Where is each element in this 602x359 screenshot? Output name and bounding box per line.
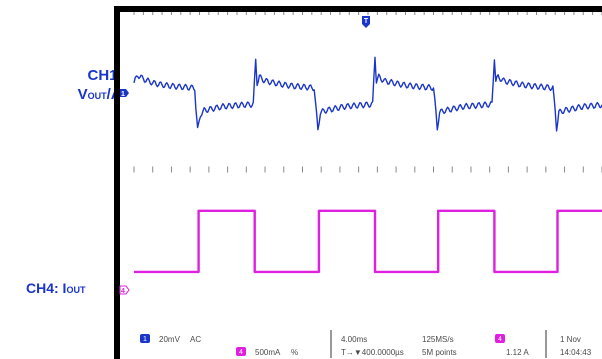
- trigger-level: 1.12 A: [506, 348, 529, 357]
- ch1-title: CH1:: [87, 67, 123, 84]
- ch1-coupling: AC: [190, 335, 201, 344]
- ch4-subscript: OUT: [66, 285, 86, 295]
- ch1-badge-label: 1: [143, 336, 147, 343]
- timebase: 4.00ms: [341, 335, 367, 344]
- ch1-badge: [140, 334, 150, 343]
- ch1-vout-trace: [133, 56, 602, 132]
- ch4-main: CH4: I: [26, 280, 67, 296]
- record-length: 5M points: [422, 348, 457, 357]
- ch1-marker-label: 1: [121, 91, 125, 98]
- time: 14:04:43: [560, 348, 592, 357]
- ch4-suffix: %: [291, 348, 298, 357]
- oscilloscope-screen: T 1 4 1 20mV AC 4 500mA %: [119, 12, 602, 359]
- trigger-channel-badge: [495, 334, 505, 343]
- status-bar: 1 20mV AC 4 500mA % 4.00ms T→▼400.0000µs…: [120, 327, 602, 359]
- ch1-v: V: [77, 86, 88, 103]
- trigger-delay: T→▼400.0000µs: [341, 348, 404, 357]
- trigger-marker: T: [362, 16, 370, 28]
- ch4-iout-trace: [134, 209, 602, 274]
- ch4-label: CH4: IOUT: [26, 279, 126, 300]
- screen-background: [120, 12, 602, 327]
- oscilloscope-frame: T 1 4 1 20mV AC 4 500mA %: [114, 6, 602, 359]
- ch4-badge: [236, 347, 246, 356]
- status-bar-background: [120, 327, 602, 359]
- ch1-ground-marker: 1: [120, 89, 129, 98]
- trigger-marker-label: T: [364, 18, 369, 25]
- graticule: [133, 12, 602, 173]
- ch1-subscript: OUT: [87, 91, 107, 101]
- ch4-ground-marker: 4: [119, 285, 130, 295]
- ch4-badge-label: 4: [239, 349, 243, 356]
- ch1-scale: 20mV: [159, 335, 181, 344]
- ch4-scale: 500mA: [255, 348, 281, 357]
- date: 1 Nov: [560, 335, 581, 344]
- traces: [133, 56, 602, 274]
- ch4-marker-label: 4: [121, 288, 125, 295]
- trigger-channel: 4: [498, 336, 502, 343]
- sample-rate: 125MS/s: [422, 335, 454, 344]
